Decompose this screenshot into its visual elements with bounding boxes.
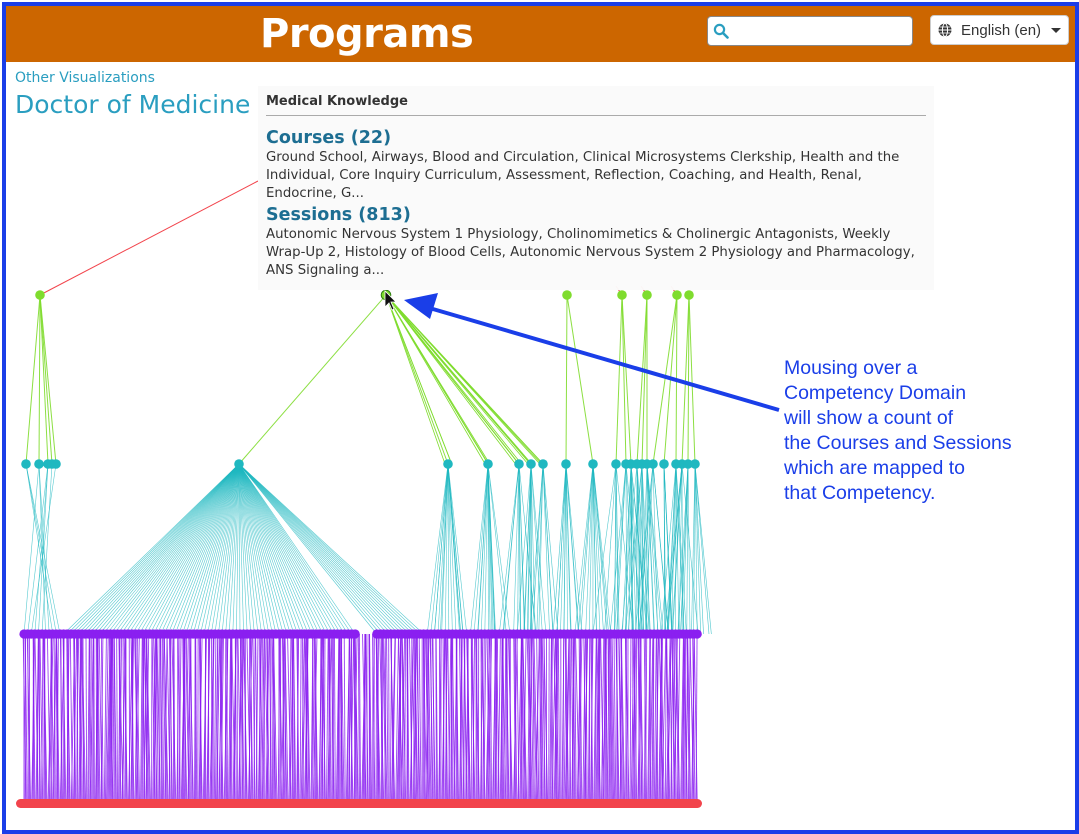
- competency-node[interactable]: [683, 459, 693, 469]
- competency-domain-node[interactable]: [35, 290, 45, 300]
- competency-node[interactable]: [443, 459, 453, 469]
- tooltip-sessions-list: Autonomic Nervous System 1 Physiology, C…: [266, 227, 915, 278]
- session-node-row: [16, 799, 702, 808]
- callout-line: will show a count of: [784, 407, 954, 429]
- competency-node[interactable]: [21, 459, 31, 469]
- competency-node[interactable]: [659, 459, 669, 469]
- competency-node[interactable]: [588, 459, 598, 469]
- competency-node[interactable]: [51, 459, 61, 469]
- search-icon: [713, 23, 729, 39]
- course-node[interactable]: [350, 629, 360, 639]
- competency-node[interactable]: [648, 459, 658, 469]
- competency-domain-node[interactable]: [684, 290, 694, 300]
- session-links: [22, 633, 698, 804]
- competency-node[interactable]: [561, 459, 571, 469]
- globe-icon: [938, 23, 952, 37]
- domain-competency-links: [25, 294, 696, 465]
- language-dropdown[interactable]: English (en): [930, 15, 1069, 45]
- tooltip-courses-list: Ground School, Airways, Blood and Circul…: [266, 150, 900, 201]
- cursor-arrow-icon: [384, 290, 397, 311]
- top-header-bar: Programs English (en): [6, 6, 1075, 62]
- competency-tooltip: Medical Knowledge Courses (22) Ground Sc…: [258, 86, 934, 290]
- tree-nodes: [16, 289, 702, 808]
- competency-node[interactable]: [690, 459, 700, 469]
- language-label: English (en): [961, 21, 1042, 39]
- tree-links: [22, 180, 712, 804]
- competency-node[interactable]: [234, 459, 244, 469]
- competency-domain-node[interactable]: [672, 290, 682, 300]
- tooltip-sessions-count: Sessions (813): [266, 205, 411, 225]
- page-title: Programs: [260, 11, 474, 57]
- other-visualizations-link[interactable]: Other Visualizations: [15, 70, 155, 86]
- chevron-down-icon: [1051, 27, 1062, 33]
- competency-domain-node[interactable]: [642, 290, 652, 300]
- annotation-arrow: [384, 290, 780, 412]
- competency-node[interactable]: [611, 459, 621, 469]
- competency-domain-node[interactable]: [562, 290, 572, 300]
- tooltip-heading: Medical Knowledge: [266, 94, 926, 116]
- callout-line: that Competency.: [784, 482, 936, 504]
- tooltip-courses-count: Courses (22): [266, 128, 392, 148]
- search-input[interactable]: [734, 19, 912, 45]
- competency-node[interactable]: [538, 459, 548, 469]
- competency-node[interactable]: [526, 459, 536, 469]
- callout-line: Competency Domain: [784, 382, 967, 404]
- competency-node[interactable]: [34, 459, 44, 469]
- callout-arrow: [404, 293, 780, 412]
- competency-node[interactable]: [514, 459, 524, 469]
- competency-domain-node[interactable]: [617, 290, 627, 300]
- competency-course-links: [23, 463, 712, 635]
- callout-line: which are mapped to: [784, 457, 966, 479]
- search-box[interactable]: [707, 16, 913, 46]
- course-node[interactable]: [692, 629, 702, 639]
- annotation-callout: Mousing over a Competency Domain will show…: [784, 356, 1064, 506]
- callout-line: Mousing over a: [784, 357, 918, 379]
- callout-line: the Courses and Sessions: [784, 432, 1012, 454]
- program-title: Doctor of Medicine: [15, 90, 251, 119]
- competency-node[interactable]: [483, 459, 493, 469]
- competency-tree-visualization: [16, 180, 712, 808]
